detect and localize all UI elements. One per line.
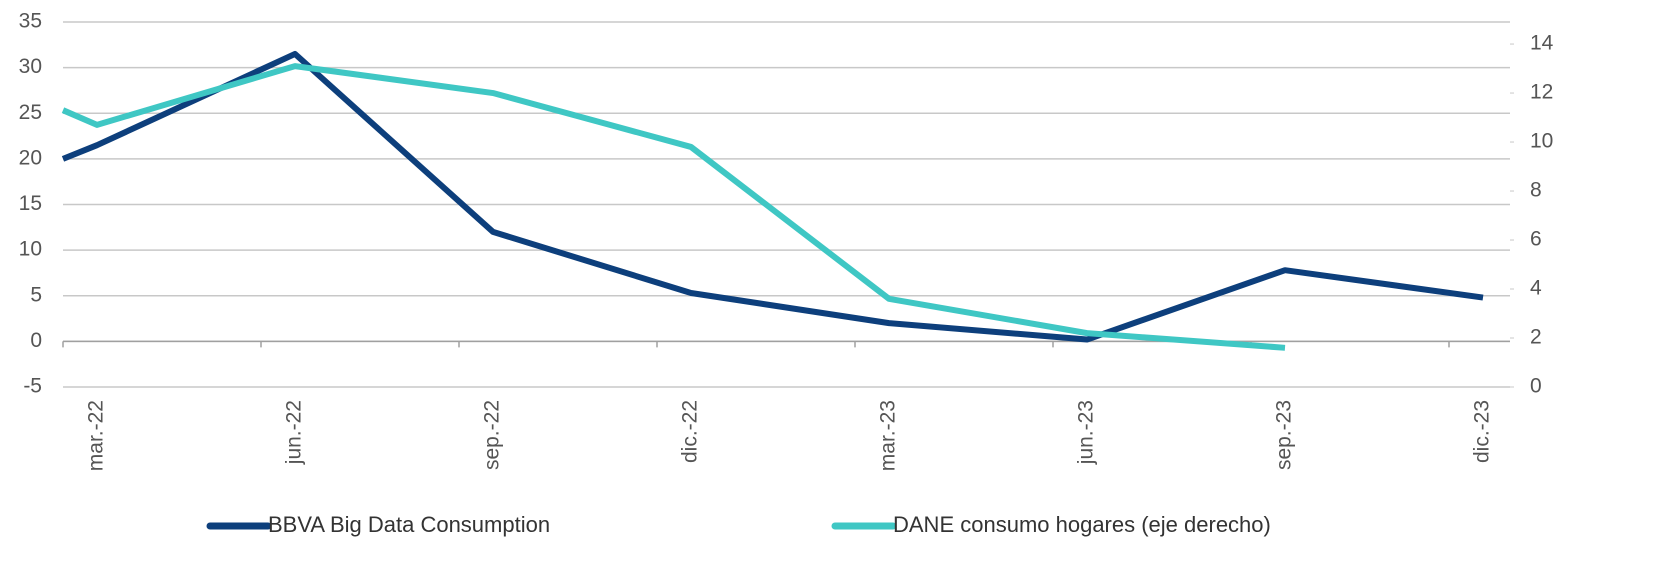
x-tick-label: mar.-23 (877, 400, 900, 471)
y-tick-label: 15 (19, 192, 42, 215)
y-tick-label: 0 (30, 329, 42, 352)
series-line (61, 63, 1286, 351)
y-tick-label: 30 (19, 55, 42, 78)
y2-tick-label: 0 (1530, 375, 1542, 398)
y2-tick-label: 12 (1530, 81, 1553, 104)
x-tick-label: dic.-23 (1471, 400, 1494, 463)
legend-label: DANE consumo hogares (eje derecho) (893, 512, 1271, 537)
y2-tick-label: 8 (1530, 179, 1542, 202)
y2-tick-label: 14 (1530, 32, 1554, 55)
x-tick-label: dic.-22 (679, 400, 702, 463)
y2-tick-label: 4 (1530, 277, 1542, 300)
x-tick-label: sep.-22 (481, 400, 504, 470)
y-tick-label: 25 (19, 101, 42, 124)
y-tick-label: 35 (19, 10, 42, 33)
y2-tick-label: 6 (1530, 228, 1542, 251)
x-tick-label: mar.-22 (85, 400, 108, 471)
series-line (61, 50, 1484, 343)
y2-tick-label: 10 (1530, 130, 1553, 153)
y-tick-label: 5 (30, 283, 42, 306)
y-tick-label: 20 (19, 146, 42, 169)
y-tick-label: 10 (19, 238, 42, 261)
x-tick-label: jun.-23 (1075, 400, 1098, 465)
x-tick-label: jun.-22 (283, 400, 306, 465)
x-tick-label: sep.-23 (1273, 400, 1296, 470)
legend-label: BBVA Big Data Consumption (268, 512, 550, 537)
y-tick-label: -5 (23, 375, 42, 398)
y2-tick-label: 2 (1530, 326, 1542, 349)
